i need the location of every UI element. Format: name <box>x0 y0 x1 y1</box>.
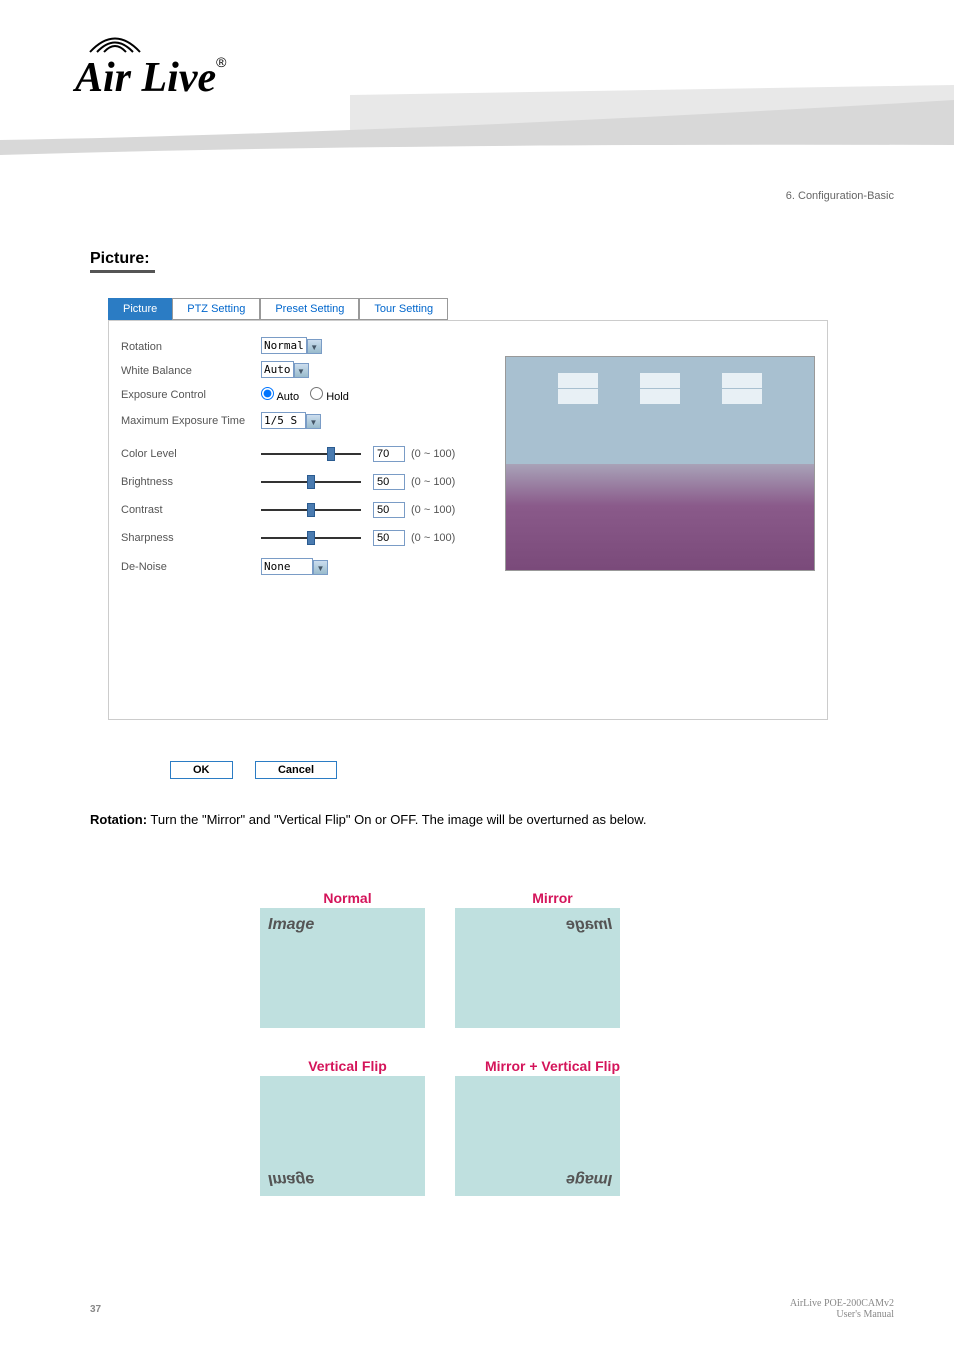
rotation-label: Rotation <box>121 341 261 353</box>
white-balance-label: White Balance <box>121 365 261 377</box>
rotation-example-vflip: Vertical Flip Image <box>260 1058 435 1196</box>
tab-tour-setting[interactable]: Tour Setting <box>359 298 448 320</box>
rotation-desc-text: Turn the "Mirror" and "Vertical Flip" On… <box>147 812 646 827</box>
slider-thumb[interactable] <box>327 447 335 461</box>
camera-preview <box>505 356 815 571</box>
max-exposure-select[interactable]: 1/5 S <box>261 412 306 429</box>
rotation-description: Rotation: Turn the "Mirror" and "Vertica… <box>90 810 864 830</box>
chevron-down-icon[interactable]: ▼ <box>313 560 328 575</box>
page-number: 37 <box>90 1304 101 1315</box>
denoise-label: De-Noise <box>121 561 261 573</box>
cancel-button[interactable]: Cancel <box>255 761 337 779</box>
contrast-label: Contrast <box>121 504 261 516</box>
tab-ptz-setting[interactable]: PTZ Setting <box>172 298 260 320</box>
sharpness-label: Sharpness <box>121 532 261 544</box>
brightness-range: (0 ~ 100) <box>411 476 455 488</box>
chapter-header: 6. Configuration-Basic <box>786 190 894 202</box>
white-balance-select[interactable]: Auto <box>261 361 294 378</box>
sharpness-value[interactable]: 50 <box>373 530 405 546</box>
sharpness-slider[interactable] <box>261 537 361 539</box>
exposure-hold-input[interactable] <box>310 387 323 400</box>
slider-thumb[interactable] <box>307 531 315 545</box>
sharpness-range: (0 ~ 100) <box>411 532 455 544</box>
color-level-slider[interactable] <box>261 453 361 455</box>
settings-panel: Picture PTZ Setting Preset Setting Tour … <box>108 298 828 720</box>
exposure-auto-radio[interactable]: Auto <box>261 391 299 403</box>
tab-preset-setting[interactable]: Preset Setting <box>260 298 359 320</box>
rot-normal-text: Image <box>268 916 314 934</box>
device-name: AirLive POE-200CAMv2 <box>790 1298 894 1309</box>
max-exposure-label: Maximum Exposure Time <box>121 415 261 427</box>
wifi-arc-icon <box>75 30 155 54</box>
color-level-value[interactable]: 70 <box>373 446 405 462</box>
rot-both-text: Image <box>566 1170 612 1188</box>
rot-mirror-text: Image <box>566 916 612 934</box>
rot-vflip-title: Vertical Flip <box>260 1058 435 1074</box>
contrast-slider[interactable] <box>261 509 361 511</box>
brightness-value[interactable]: 50 <box>373 474 405 490</box>
contrast-range: (0 ~ 100) <box>411 504 455 516</box>
page-footer: 37 AirLive POE-200CAMv2 User's Manual <box>90 1298 894 1320</box>
manual-label: User's Manual <box>790 1309 894 1320</box>
brightness-label: Brightness <box>121 476 261 488</box>
chevron-down-icon[interactable]: ▼ <box>307 339 322 354</box>
color-level-range: (0 ~ 100) <box>411 448 455 460</box>
trademark-symbol: ® <box>216 54 226 70</box>
exposure-auto-input[interactable] <box>261 387 274 400</box>
chevron-down-icon[interactable]: ▼ <box>306 414 321 429</box>
slider-thumb[interactable] <box>307 475 315 489</box>
tab-bar: Picture PTZ Setting Preset Setting Tour … <box>108 298 828 320</box>
rot-both-title: Mirror + Vertical Flip <box>455 1058 650 1074</box>
section-title: Picture: <box>90 250 150 268</box>
section-divider <box>90 270 155 273</box>
button-row: OK Cancel <box>170 760 355 779</box>
rot-normal-title: Normal <box>260 890 435 906</box>
rot-mirror-title: Mirror <box>455 890 650 906</box>
rotation-example-mirror: Mirror Image <box>455 890 650 1028</box>
contrast-value[interactable]: 50 <box>373 502 405 518</box>
tab-picture[interactable]: Picture <box>108 298 172 320</box>
ok-button[interactable]: OK <box>170 761 233 779</box>
brightness-slider[interactable] <box>261 481 361 483</box>
header-decoration <box>0 85 954 155</box>
tab-content: Rotation Normal▼ White Balance Auto▼ Exp… <box>108 320 828 720</box>
denoise-select[interactable]: None <box>261 558 313 575</box>
exposure-control-label: Exposure Control <box>121 389 261 401</box>
rotation-select[interactable]: Normal <box>261 337 307 354</box>
rotation-desc-label: Rotation: <box>90 812 147 827</box>
rotation-examples: Normal Image Mirror Image Vertical Flip … <box>260 890 650 1196</box>
rot-vflip-text: Image <box>268 1170 314 1188</box>
rotation-example-both: Mirror + Vertical Flip Image <box>455 1058 650 1196</box>
rotation-example-normal: Normal Image <box>260 890 435 1028</box>
slider-thumb[interactable] <box>307 503 315 517</box>
exposure-hold-radio[interactable]: Hold <box>310 391 349 403</box>
chevron-down-icon[interactable]: ▼ <box>294 363 309 378</box>
color-level-label: Color Level <box>121 448 261 460</box>
